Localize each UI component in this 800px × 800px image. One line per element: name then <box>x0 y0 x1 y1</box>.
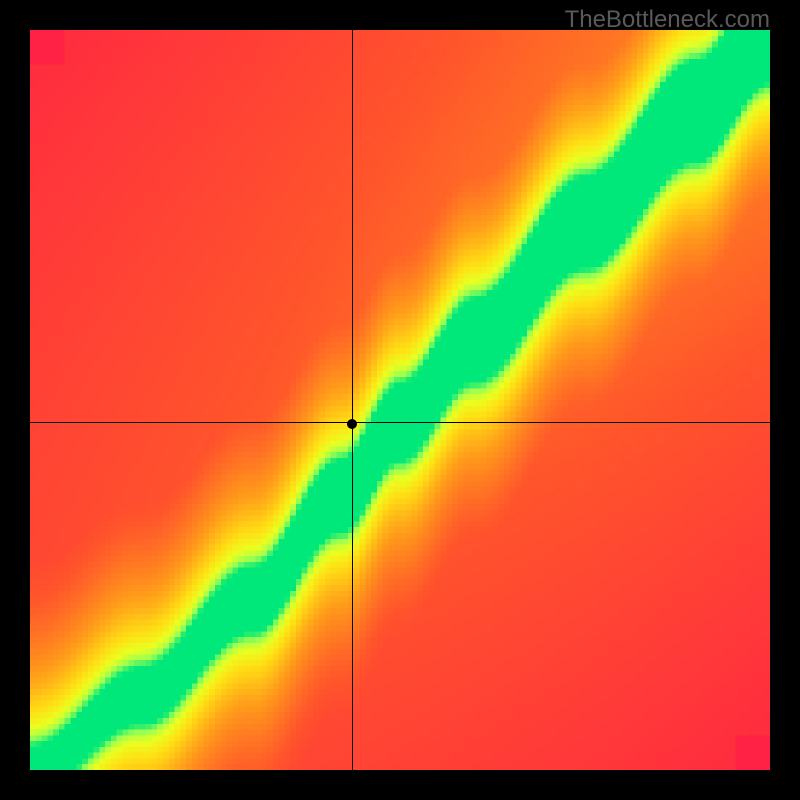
selection-marker <box>347 419 357 429</box>
crosshair-vertical <box>352 30 353 770</box>
plot-area <box>30 30 770 770</box>
watermark-text: TheBottleneck.com <box>565 6 770 34</box>
bottleneck-heatmap <box>30 30 770 770</box>
chart-container: TheBottleneck.com <box>0 0 800 800</box>
crosshair-horizontal <box>30 422 770 423</box>
